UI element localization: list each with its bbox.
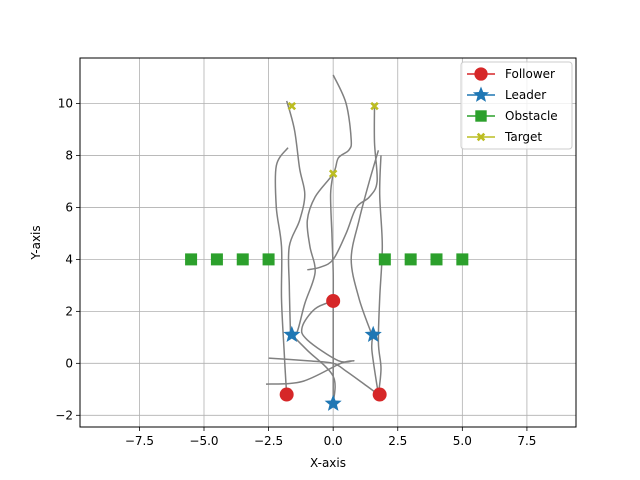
target-point <box>328 169 338 178</box>
target-point <box>370 101 379 111</box>
legend-label-leader: Leader <box>505 88 546 102</box>
trajectory-lines <box>265 74 384 404</box>
y-tick-label: 4 <box>65 252 73 266</box>
obstacle-point <box>236 253 249 266</box>
x-axis-label: X-axis <box>310 456 346 470</box>
legend-label-follower: Follower <box>505 67 555 81</box>
leader-point <box>324 394 342 411</box>
trajectory-line <box>291 334 336 404</box>
legend-frame <box>460 61 573 150</box>
trajectory-line <box>307 106 378 271</box>
x-tick-label: 0.0 <box>324 434 343 448</box>
obstacle-point <box>456 253 469 266</box>
y-tick-label: 0 <box>65 356 73 370</box>
x-tick-label: 5.0 <box>453 434 472 448</box>
legend: Follower Leader Obstacle Target <box>460 61 573 150</box>
trajectory-line <box>285 100 306 335</box>
obstacle-point <box>430 253 443 266</box>
trajectory-line <box>265 300 355 385</box>
legend-marker-target <box>476 132 486 142</box>
y-axis-label: Y-axis <box>29 225 43 260</box>
x-tick-label: −7.5 <box>125 434 154 448</box>
x-tick-label: −2.5 <box>254 434 283 448</box>
y-tick-label: 2 <box>65 304 73 318</box>
obstacle-point <box>210 253 223 266</box>
trajectory-line <box>350 150 380 336</box>
obstacle-point <box>404 253 417 266</box>
trajectory-line <box>290 74 353 336</box>
y-tick-label: 6 <box>65 200 73 214</box>
target-point <box>287 101 297 111</box>
trajectory-line <box>268 357 379 396</box>
y-tick-label: −2 <box>55 408 73 422</box>
trajectory-line <box>274 147 289 395</box>
legend-marker-follower <box>474 67 488 81</box>
obstacle-point <box>378 253 391 266</box>
legend-marker-leader <box>472 86 490 102</box>
leader-point <box>283 325 301 342</box>
obstacle-point <box>185 253 198 266</box>
x-tick-label: 7.5 <box>517 434 536 448</box>
follower-point <box>372 387 387 402</box>
obstacle-point <box>262 253 275 266</box>
legend-marker-obstacle <box>475 110 487 122</box>
x-tick-label: −5.0 <box>189 434 218 448</box>
legend-label-obstacle: Obstacle <box>505 109 558 123</box>
leader-point <box>364 325 382 342</box>
legend-label-target: Target <box>504 130 542 144</box>
plot-frame <box>79 57 577 428</box>
follower-point <box>326 293 341 308</box>
y-tick-label: 8 <box>65 148 73 162</box>
trajectory-line <box>377 155 384 395</box>
x-tick-label: 2.5 <box>388 434 407 448</box>
follower-point <box>279 387 294 402</box>
y-tick-label: 10 <box>58 96 73 110</box>
data-markers <box>185 101 469 411</box>
axis-ticks: −7.5 −5.0 −2.5 0.0 2.5 5.0 7.5 −2 0 2 4 6 8 10 <box>55 96 536 448</box>
trajectory-line <box>329 173 335 302</box>
